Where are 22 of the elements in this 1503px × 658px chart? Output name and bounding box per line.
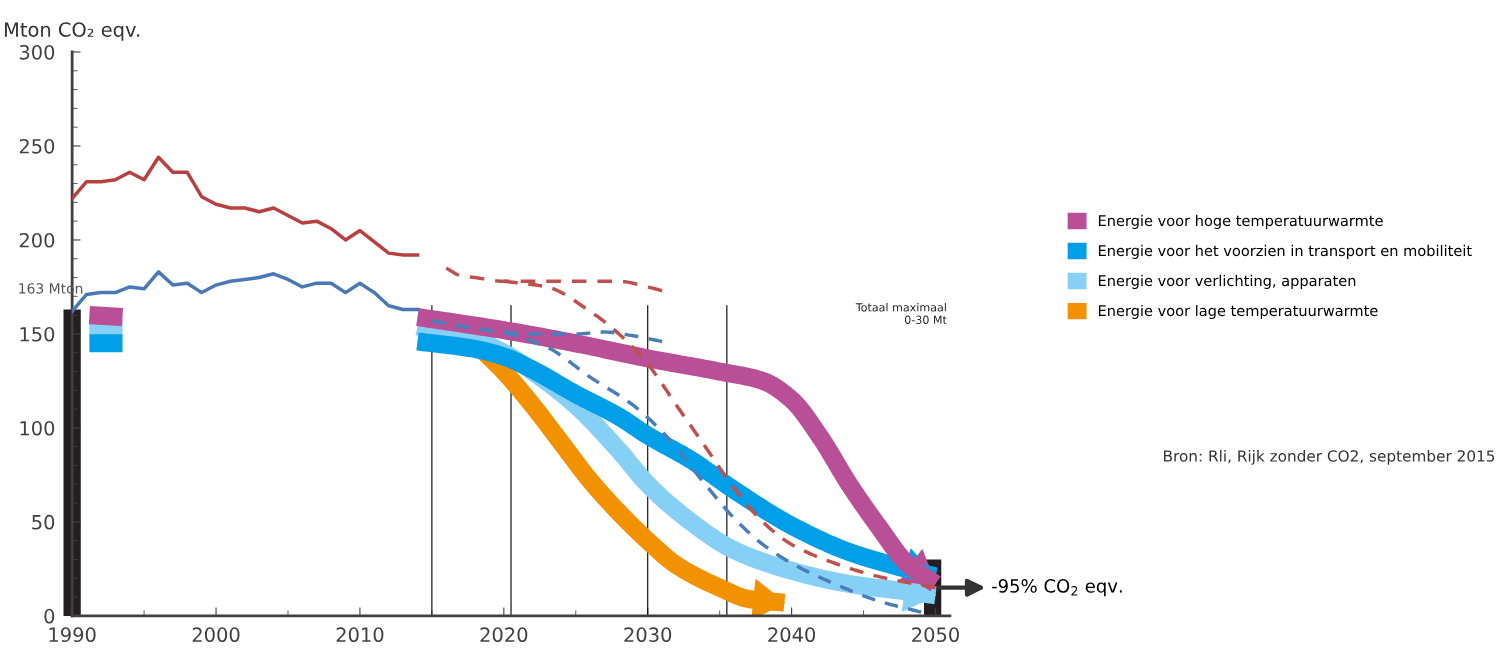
y-tick-label: 200 xyxy=(19,232,55,248)
y-tick-label: 300 xyxy=(19,44,55,60)
legend-label: Energie voor lage temperatuurwarmte xyxy=(1098,304,1378,319)
y-tick-label: 250 xyxy=(19,138,55,154)
y-tick-label: 100 xyxy=(20,420,55,436)
x-tick-label: 2050 xyxy=(912,627,959,643)
y-tick-label: 150 xyxy=(20,326,55,342)
y-axis-title: Mton CO₂ eqv. xyxy=(4,22,140,41)
annotation: Totaal maximaal 0-30 Mt xyxy=(855,302,947,324)
y-tick-label: 0 xyxy=(44,608,55,624)
y-tick-label: 50 xyxy=(32,514,55,530)
legend-label: Energie voor hoge temperatuurwarmte xyxy=(1098,214,1383,229)
legend-label: Energie voor het voorzien in transport en mobiliteit xyxy=(1098,244,1472,259)
x-tick-label: 1990 xyxy=(49,627,96,643)
x-tick-label: 2040 xyxy=(768,627,816,643)
text: Bron: Rli, Rijk zonder CO2, september 2015 xyxy=(1164,449,1495,465)
x-tick-label: 2000 xyxy=(192,627,240,643)
legend-label: Energie voor verlichting, apparaten xyxy=(1098,274,1356,289)
x-tick-label: 2010 xyxy=(336,627,384,643)
x-tick-label: 2020 xyxy=(480,627,528,643)
x-tick-label: 2030 xyxy=(624,627,672,643)
annotation: -95% CO$_{2}$ eqv. xyxy=(991,579,1122,597)
